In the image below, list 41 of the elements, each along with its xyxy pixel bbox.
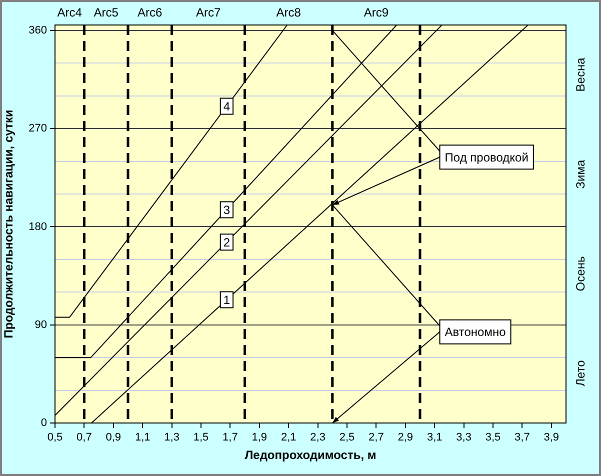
x-tick-label: 0,5 <box>47 432 63 444</box>
text: Осень <box>573 256 588 292</box>
x-tick-label: 1,5 <box>193 432 209 444</box>
x-tick-label: 2,3 <box>310 432 326 444</box>
x-tick-label: 2,9 <box>398 432 414 444</box>
x-tick-label: 3,7 <box>514 432 530 444</box>
annotation: Под проводкой <box>444 150 528 164</box>
ref-line-label: Arc9 <box>364 5 389 20</box>
y-tick-label: 270 <box>28 122 47 135</box>
series-label: 1 <box>223 293 230 308</box>
x-tick-label: 3,9 <box>544 432 560 444</box>
x-tick-label: 0,9 <box>106 432 122 444</box>
x-tick-label: 3,1 <box>426 432 442 444</box>
x-tick-label: 2,5 <box>339 432 355 444</box>
x-tick-label: 1,1 <box>134 432 150 444</box>
x-tick-label: 0,7 <box>76 432 92 444</box>
y-axis-title: Продолжительность навигации, сутки <box>2 110 16 338</box>
y-tick-label: 180 <box>28 220 47 233</box>
annotation: Автономно <box>444 325 506 340</box>
text: Весна <box>573 57 588 92</box>
x-tick-label: 2,7 <box>368 432 384 444</box>
series-label: 3 <box>223 203 230 218</box>
series-label: 2 <box>223 235 230 250</box>
ref-line-label: Arc7 <box>196 5 221 20</box>
ref-line-label: Arc5 <box>94 5 119 20</box>
x-tick-label: 2,1 <box>280 432 296 444</box>
y-tick-label: 0 <box>40 417 47 430</box>
x-tick-label: 1,9 <box>252 432 268 444</box>
text: Лето <box>573 360 588 386</box>
y-tick-label: 360 <box>28 24 47 36</box>
y-tick-label: 90 <box>34 318 47 331</box>
text: Зима <box>573 159 588 189</box>
series-label: 4 <box>223 100 230 114</box>
x-tick-label: 3,5 <box>485 432 501 444</box>
x-tick-label: 1,3 <box>164 432 180 444</box>
x-tick-label: 1,7 <box>222 432 238 444</box>
ref-line-label: Arc6 <box>138 5 163 20</box>
x-axis-title: Ледопроходимость, м <box>244 448 376 462</box>
x-tick-label: 3,3 <box>456 432 472 444</box>
ref-line-label: Arc8 <box>276 5 302 20</box>
ref-line-label: Arc4 <box>57 5 82 20</box>
